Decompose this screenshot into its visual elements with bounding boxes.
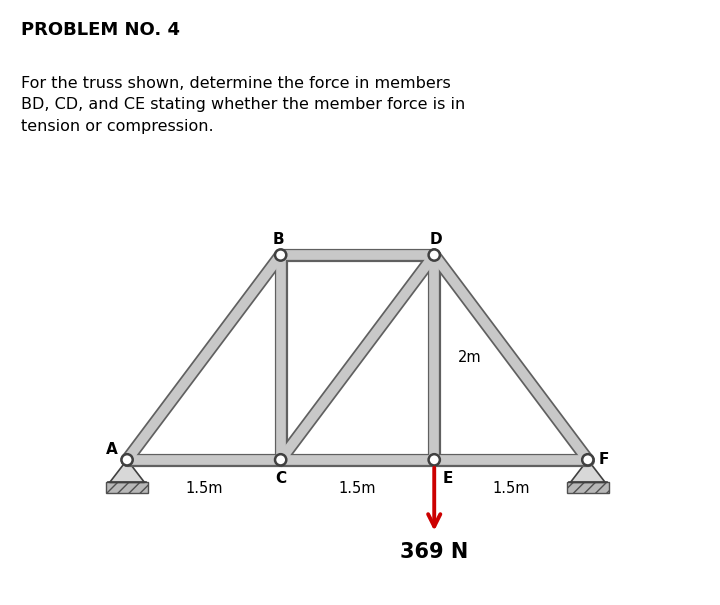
Text: E: E [442, 471, 453, 486]
Polygon shape [570, 460, 606, 482]
Circle shape [275, 454, 287, 465]
Text: 1.5m: 1.5m [185, 481, 222, 496]
Text: PROBLEM NO. 4: PROBLEM NO. 4 [22, 21, 180, 39]
Text: C: C [275, 471, 287, 486]
Text: For the truss shown, determine the force in members
BD, CD, and CE stating wheth: For the truss shown, determine the force… [22, 76, 466, 134]
Circle shape [428, 454, 440, 465]
Polygon shape [109, 460, 145, 482]
Text: A: A [106, 442, 117, 457]
Text: F: F [599, 453, 609, 467]
Text: 2m: 2m [458, 350, 482, 365]
Text: 369 N: 369 N [400, 541, 468, 561]
Text: B: B [273, 232, 284, 247]
Circle shape [428, 249, 440, 261]
Circle shape [582, 454, 593, 465]
Polygon shape [567, 482, 608, 493]
Text: 1.5m: 1.5m [338, 481, 376, 496]
Circle shape [122, 454, 132, 465]
Text: D: D [430, 232, 443, 247]
Polygon shape [106, 482, 148, 493]
Circle shape [275, 249, 287, 261]
Text: 1.5m: 1.5m [492, 481, 530, 496]
